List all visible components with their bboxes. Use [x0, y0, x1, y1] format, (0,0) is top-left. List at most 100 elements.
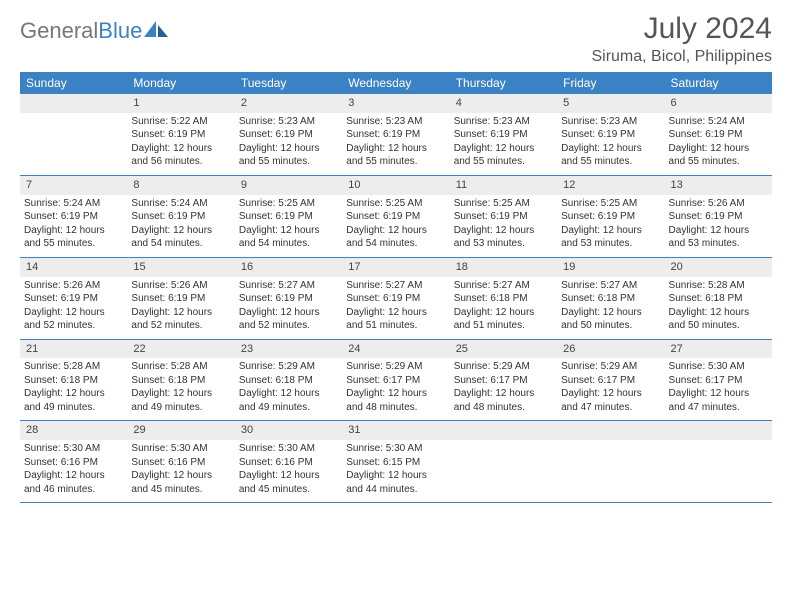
day2-text: and 47 minutes.: [561, 401, 660, 415]
title-block: July 2024 Siruma, Bicol, Philippines: [591, 12, 772, 66]
sunrise-text: Sunrise: 5:27 AM: [454, 279, 553, 293]
sunset-text: Sunset: 6:18 PM: [239, 374, 338, 388]
sunrise-text: Sunrise: 5:29 AM: [561, 360, 660, 374]
day1-text: Daylight: 12 hours: [24, 387, 123, 401]
day-number: 9: [235, 175, 342, 194]
sunset-text: Sunset: 6:18 PM: [24, 374, 123, 388]
logo-word2: Blue: [98, 18, 142, 43]
day1-text: Daylight: 12 hours: [346, 142, 445, 156]
sunrise-text: Sunrise: 5:28 AM: [24, 360, 123, 374]
day2-text: and 53 minutes.: [454, 237, 553, 251]
sunrise-text: Sunrise: 5:29 AM: [346, 360, 445, 374]
day1-text: Daylight: 12 hours: [239, 224, 338, 238]
day1-text: Daylight: 12 hours: [561, 142, 660, 156]
day-cell: Sunrise: 5:28 AMSunset: 6:18 PMDaylight:…: [127, 358, 234, 421]
day-number: 7: [20, 175, 127, 194]
day-cell: Sunrise: 5:27 AMSunset: 6:18 PMDaylight:…: [450, 277, 557, 340]
day-cell: Sunrise: 5:24 AMSunset: 6:19 PMDaylight:…: [665, 113, 772, 176]
day1-text: Daylight: 12 hours: [454, 142, 553, 156]
sunset-text: Sunset: 6:19 PM: [239, 292, 338, 306]
weekday-header: Thursday: [450, 72, 557, 94]
sunrise-text: Sunrise: 5:25 AM: [239, 197, 338, 211]
day2-text: and 55 minutes.: [454, 155, 553, 169]
sunrise-text: Sunrise: 5:23 AM: [454, 115, 553, 129]
week-row: Sunrise: 5:30 AMSunset: 6:16 PMDaylight:…: [20, 440, 772, 503]
day2-text: and 54 minutes.: [239, 237, 338, 251]
daynum-row: 21222324252627: [20, 339, 772, 358]
day-number: 27: [665, 339, 772, 358]
day2-text: and 54 minutes.: [346, 237, 445, 251]
day-cell: Sunrise: 5:27 AMSunset: 6:19 PMDaylight:…: [235, 277, 342, 340]
day-number: [557, 421, 664, 440]
day-cell: Sunrise: 5:25 AMSunset: 6:19 PMDaylight:…: [342, 195, 449, 258]
sunset-text: Sunset: 6:16 PM: [24, 456, 123, 470]
sunrise-text: Sunrise: 5:24 AM: [24, 197, 123, 211]
day-number: 24: [342, 339, 449, 358]
day-cell: Sunrise: 5:29 AMSunset: 6:17 PMDaylight:…: [557, 358, 664, 421]
day-cell: Sunrise: 5:26 AMSunset: 6:19 PMDaylight:…: [127, 277, 234, 340]
day-cell: Sunrise: 5:26 AMSunset: 6:19 PMDaylight:…: [20, 277, 127, 340]
day-cell: Sunrise: 5:28 AMSunset: 6:18 PMDaylight:…: [20, 358, 127, 421]
sunrise-text: Sunrise: 5:23 AM: [239, 115, 338, 129]
day1-text: Daylight: 12 hours: [346, 387, 445, 401]
sunrise-text: Sunrise: 5:25 AM: [346, 197, 445, 211]
sunrise-text: Sunrise: 5:26 AM: [131, 279, 230, 293]
header: GeneralBlue July 2024 Siruma, Bicol, Phi…: [20, 12, 772, 66]
sunrise-text: Sunrise: 5:30 AM: [239, 442, 338, 456]
day-number: 11: [450, 175, 557, 194]
day1-text: Daylight: 12 hours: [24, 469, 123, 483]
sunrise-text: Sunrise: 5:27 AM: [346, 279, 445, 293]
day-cell: Sunrise: 5:23 AMSunset: 6:19 PMDaylight:…: [235, 113, 342, 176]
sunset-text: Sunset: 6:17 PM: [346, 374, 445, 388]
day2-text: and 55 minutes.: [346, 155, 445, 169]
weekday-header: Sunday: [20, 72, 127, 94]
day1-text: Daylight: 12 hours: [561, 306, 660, 320]
sunset-text: Sunset: 6:19 PM: [454, 210, 553, 224]
sunset-text: Sunset: 6:19 PM: [131, 128, 230, 142]
day-cell: [20, 113, 127, 176]
sunset-text: Sunset: 6:19 PM: [24, 210, 123, 224]
sunrise-text: Sunrise: 5:28 AM: [131, 360, 230, 374]
day-cell: [665, 440, 772, 503]
day-cell: Sunrise: 5:29 AMSunset: 6:17 PMDaylight:…: [450, 358, 557, 421]
day-number: 4: [450, 94, 557, 113]
logo: GeneralBlue: [20, 12, 170, 44]
day2-text: and 55 minutes.: [239, 155, 338, 169]
day2-text: and 49 minutes.: [131, 401, 230, 415]
day-number: 26: [557, 339, 664, 358]
day-number: 31: [342, 421, 449, 440]
day2-text: and 47 minutes.: [669, 401, 768, 415]
calendar-header: Sunday Monday Tuesday Wednesday Thursday…: [20, 72, 772, 94]
day1-text: Daylight: 12 hours: [24, 224, 123, 238]
day-number: [665, 421, 772, 440]
day1-text: Daylight: 12 hours: [239, 469, 338, 483]
day2-text: and 50 minutes.: [561, 319, 660, 333]
day-cell: Sunrise: 5:27 AMSunset: 6:18 PMDaylight:…: [557, 277, 664, 340]
sunset-text: Sunset: 6:19 PM: [239, 210, 338, 224]
day-cell: Sunrise: 5:25 AMSunset: 6:19 PMDaylight:…: [557, 195, 664, 258]
sunset-text: Sunset: 6:19 PM: [346, 292, 445, 306]
calendar-body: 123456 Sunrise: 5:22 AMSunset: 6:19 PMDa…: [20, 94, 772, 503]
day-number: 1: [127, 94, 234, 113]
sunrise-text: Sunrise: 5:28 AM: [669, 279, 768, 293]
sunset-text: Sunset: 6:19 PM: [669, 210, 768, 224]
sunrise-text: Sunrise: 5:25 AM: [561, 197, 660, 211]
day2-text: and 53 minutes.: [669, 237, 768, 251]
weekday-row: Sunday Monday Tuesday Wednesday Thursday…: [20, 72, 772, 94]
day-cell: Sunrise: 5:23 AMSunset: 6:19 PMDaylight:…: [450, 113, 557, 176]
day2-text: and 52 minutes.: [239, 319, 338, 333]
day1-text: Daylight: 12 hours: [131, 306, 230, 320]
day-number: 2: [235, 94, 342, 113]
sunrise-text: Sunrise: 5:26 AM: [24, 279, 123, 293]
sunset-text: Sunset: 6:19 PM: [561, 210, 660, 224]
sunset-text: Sunset: 6:19 PM: [131, 210, 230, 224]
sunrise-text: Sunrise: 5:23 AM: [561, 115, 660, 129]
sunset-text: Sunset: 6:15 PM: [346, 456, 445, 470]
day-number: 10: [342, 175, 449, 194]
day-cell: [450, 440, 557, 503]
day-cell: Sunrise: 5:29 AMSunset: 6:17 PMDaylight:…: [342, 358, 449, 421]
weekday-header: Tuesday: [235, 72, 342, 94]
day-number: 14: [20, 257, 127, 276]
day2-text: and 48 minutes.: [346, 401, 445, 415]
day1-text: Daylight: 12 hours: [239, 387, 338, 401]
